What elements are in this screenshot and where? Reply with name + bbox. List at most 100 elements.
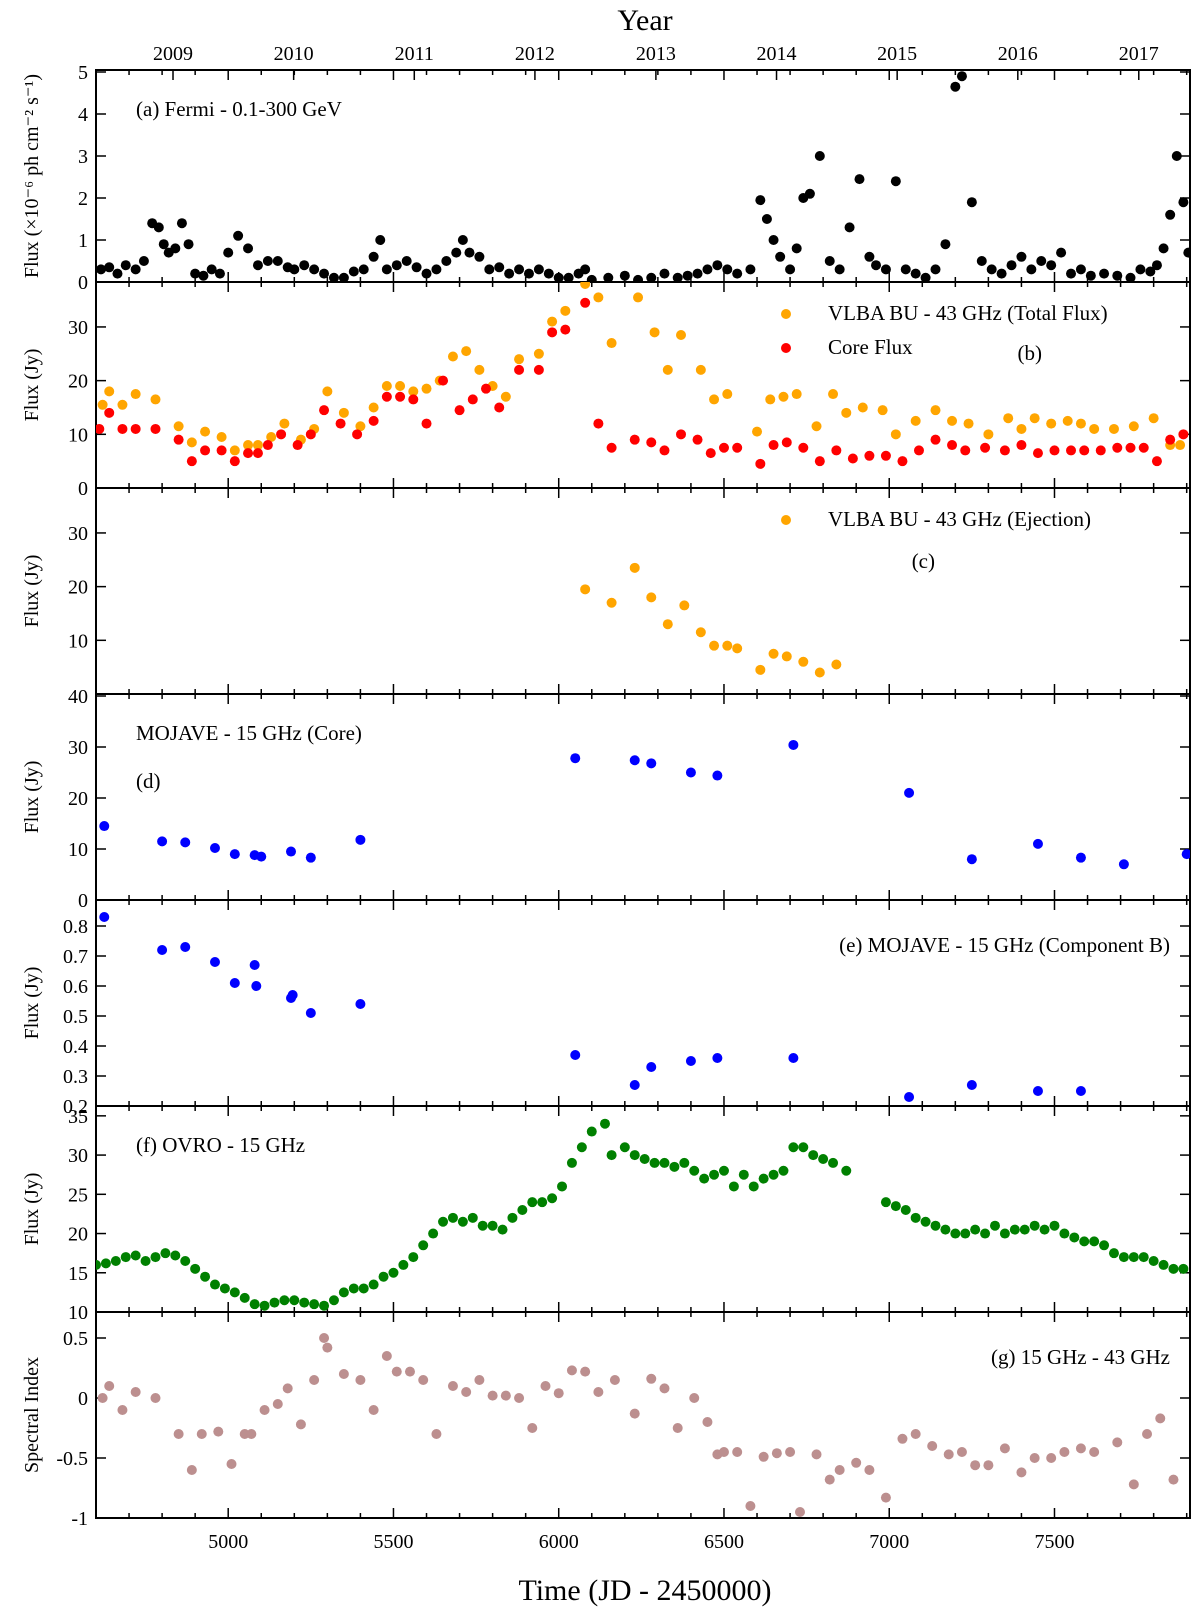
data-point: [272, 256, 283, 266]
data-point: [547, 327, 558, 338]
data-point: [104, 1381, 115, 1391]
data-point: [1148, 1256, 1159, 1266]
data-point: [983, 429, 994, 440]
data-point: [157, 945, 168, 955]
data-point: [262, 440, 273, 451]
year-tick-label: 2015: [877, 43, 917, 65]
data-point: [256, 851, 267, 862]
data-point: [745, 1501, 756, 1511]
data-point: [999, 445, 1010, 456]
data-point: [1032, 838, 1043, 849]
y-tick-label: 5: [78, 62, 88, 84]
year-tick-label: 2012: [515, 43, 555, 65]
data-point: [629, 1080, 640, 1090]
data-point: [299, 260, 310, 271]
data-point: [150, 394, 161, 405]
data-point: [252, 448, 263, 459]
data-point: [1019, 1224, 1030, 1235]
data-point: [1046, 418, 1057, 429]
y-tick-label: 20: [68, 577, 88, 599]
data-point: [467, 394, 478, 405]
data-point: [1165, 209, 1176, 220]
data-point: [1112, 270, 1123, 281]
data-point: [910, 268, 921, 279]
data-point: [593, 292, 604, 303]
legend-entry: Core Flux: [828, 335, 913, 359]
data-point: [646, 1373, 657, 1384]
data-point: [533, 364, 544, 375]
legend-entry: VLBA BU - 43 GHz (Total Flux): [828, 301, 1108, 325]
data-point: [702, 264, 713, 275]
data-point: [282, 1383, 293, 1394]
year-tick-labels: 2009 2010 2011 2012 2013 2014 2015 2016 2017: [153, 43, 1159, 80]
data-point: [960, 1228, 971, 1239]
data-point: [378, 1271, 389, 1282]
panel-e: 0.2 0.3 0.4 0.5 0.6 0.7 0.8 Flux (Jy) (e) MOJAVE…: [21, 899, 1191, 1118]
data-point: [788, 739, 799, 750]
data-point: [309, 1299, 320, 1310]
data-point: [299, 1297, 310, 1308]
data-point: [229, 445, 240, 456]
data-point: [464, 247, 475, 258]
data-point: [206, 264, 217, 275]
panel-d: 0 10 20 30 40 Flux (Jy) MOJAVE - 15 GHz (Core)…: [21, 686, 1191, 912]
data-point: [1079, 1236, 1090, 1247]
data-point: [180, 942, 191, 952]
data-point: [1089, 1236, 1100, 1247]
data-point: [649, 327, 660, 338]
data-point: [214, 268, 225, 279]
data-point: [447, 1212, 458, 1223]
data-point: [120, 260, 131, 271]
data-point: [718, 442, 729, 453]
data-point: [117, 423, 128, 434]
year-tick-label: 2016: [998, 43, 1038, 65]
data-point: [679, 1157, 690, 1168]
data-point: [659, 445, 670, 456]
data-point: [1178, 197, 1189, 208]
data-point: [943, 1449, 954, 1460]
data-point: [771, 1448, 782, 1459]
data-point: [920, 1216, 931, 1227]
data-point: [566, 1365, 577, 1376]
data-point: [1138, 1252, 1149, 1263]
data-point: [880, 264, 891, 275]
data-point: [702, 1417, 713, 1427]
data-point: [659, 1157, 670, 1168]
data-point: [355, 421, 366, 432]
data-point: [1168, 1474, 1179, 1485]
data-point: [527, 1423, 538, 1433]
data-point: [461, 346, 472, 357]
data-point: [1128, 421, 1139, 432]
y-tick-label: 25: [68, 1184, 88, 1206]
data-point: [487, 1220, 498, 1231]
y-axis-label: Flux (Jy): [21, 555, 43, 628]
year-tick-label: 2010: [274, 43, 314, 65]
panel-f: 10 15 20 25 30 35 Flux (Jy) (f) OVRO - 15 GHz: [21, 1105, 1191, 1324]
data-point: [117, 399, 128, 410]
data-point: [170, 1250, 181, 1261]
legend-marker: [781, 309, 791, 319]
data-point: [900, 264, 911, 275]
data-point: [811, 421, 822, 432]
data-point: [1151, 456, 1162, 467]
data-point: [104, 407, 115, 418]
data-point: [877, 405, 888, 416]
data-point: [99, 821, 110, 832]
data-point: [633, 292, 644, 303]
data-point: [523, 268, 534, 279]
data-point: [1155, 1413, 1166, 1424]
data-point: [732, 268, 743, 279]
y-tick-label: 20: [68, 788, 88, 810]
data-point: [186, 437, 197, 448]
data-point: [1032, 448, 1043, 459]
data-point: [1118, 1252, 1129, 1263]
data-point: [828, 389, 839, 400]
data-point: [1112, 442, 1123, 453]
data-point: [646, 272, 657, 282]
data-point: [1158, 243, 1169, 254]
data-point: [328, 1295, 339, 1306]
y-axis-label: Flux (×10⁻⁶ ph cm⁻² s⁻¹): [21, 74, 43, 278]
data-point: [322, 386, 333, 397]
data-point: [566, 1157, 577, 1168]
data-point: [130, 389, 141, 400]
